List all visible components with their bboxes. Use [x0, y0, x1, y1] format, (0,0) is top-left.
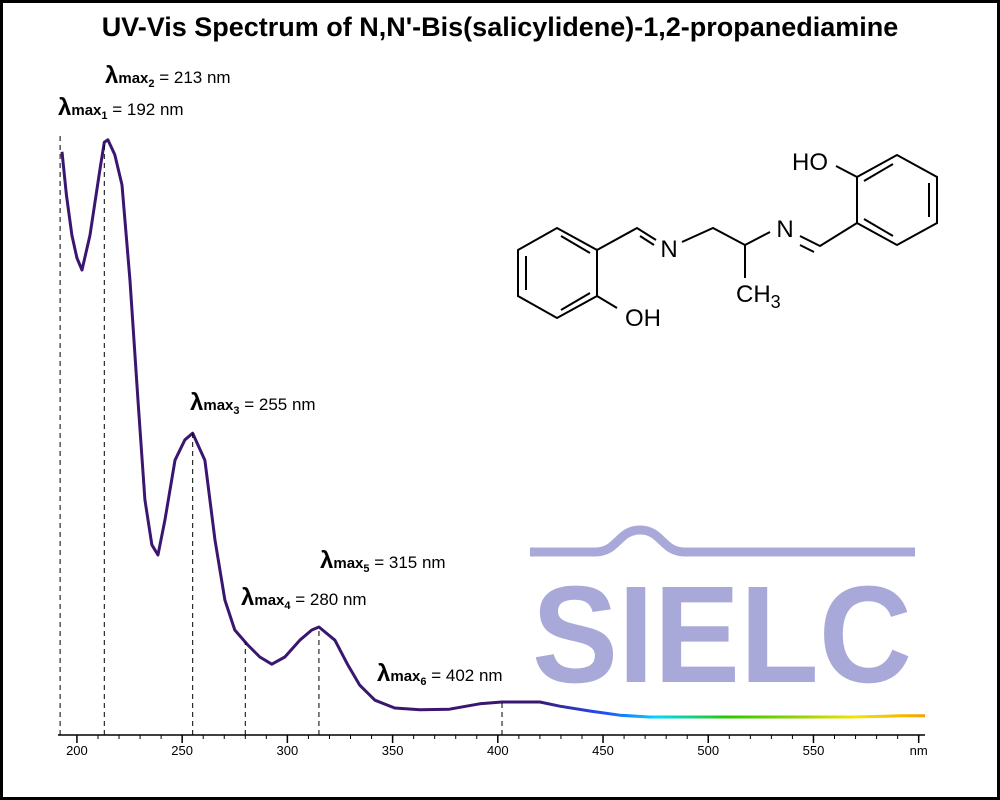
peak-text: = 255 nm	[240, 395, 316, 414]
x-tick-label: 350	[382, 743, 404, 758]
atom-label: HO	[792, 149, 828, 176]
peak-label: λmax2 = 213 nm	[105, 62, 231, 90]
bond	[863, 218, 894, 237]
bond	[596, 226, 657, 251]
logo: SIELC	[530, 525, 915, 712]
peak-sub: max	[118, 70, 149, 87]
peak-sub: max	[333, 555, 364, 572]
peak-label: λmax3 = 255 nm	[190, 389, 316, 417]
peak-symbol: λ	[105, 62, 118, 89]
bond	[681, 226, 771, 247]
bond	[799, 244, 815, 253]
bond	[560, 235, 591, 254]
peak-symbol: λ	[190, 389, 203, 416]
peak-index: 3	[233, 405, 239, 417]
x-tick-label: 250	[171, 743, 193, 758]
x-tick-label: 550	[803, 743, 825, 758]
peak-symbol: λ	[377, 660, 390, 687]
peak-text: = 213 nm	[155, 68, 231, 87]
x-tick-label: 400	[487, 743, 509, 758]
logo-text: SIELC	[532, 558, 912, 712]
peak-index: 1	[101, 110, 107, 122]
atom-label: CH3	[736, 281, 781, 312]
bond	[799, 222, 858, 248]
atom-label: OH	[625, 305, 661, 332]
x-tick-label: 300	[277, 743, 299, 758]
bond	[835, 165, 858, 178]
bond	[560, 292, 591, 311]
peak-index: 6	[420, 676, 426, 688]
peak-text: = 315 nm	[370, 553, 446, 572]
peak-text: = 280 nm	[291, 590, 367, 609]
peak-label: λmax4 = 280 nm	[241, 584, 367, 612]
peak-symbol: λ	[241, 584, 254, 611]
x-tick-label: 450	[592, 743, 614, 758]
peak-symbol: λ	[320, 547, 333, 574]
peak-sub: max	[254, 592, 285, 609]
peak-label: λmax1 = 192 nm	[58, 94, 184, 122]
bond	[639, 235, 655, 246]
x-tick-label: nm	[910, 743, 928, 758]
spectrum-line	[60, 138, 925, 719]
chart-title: UV-Vis Spectrum of N,N'-Bis(salicylidene…	[102, 12, 899, 42]
peak-sub: max	[390, 668, 421, 685]
peak-index: 2	[148, 78, 154, 90]
structure: HO N N OH CH3	[517, 149, 938, 332]
bond	[596, 295, 618, 309]
atom-label-text: CH	[736, 281, 771, 308]
peak-symbol: λ	[58, 94, 71, 121]
peak-index: 4	[284, 600, 291, 612]
peak-label: λmax6 = 402 nm	[377, 660, 503, 688]
peak-sub: max	[71, 102, 102, 119]
peak-text: = 402 nm	[427, 666, 503, 685]
x-tick-label: 200	[66, 743, 88, 758]
bond	[863, 163, 894, 182]
logo-arc	[530, 525, 915, 557]
atom-label: N	[660, 236, 677, 263]
peak-sub: max	[203, 397, 234, 414]
atom-label: N	[776, 216, 793, 243]
peak-text: = 192 nm	[108, 100, 184, 119]
x-tick-label: 500	[697, 743, 719, 758]
atom-label-sub: 3	[771, 292, 781, 312]
peak-label: λmax5 = 315 nm	[320, 547, 446, 575]
peak-index: 5	[363, 563, 369, 575]
